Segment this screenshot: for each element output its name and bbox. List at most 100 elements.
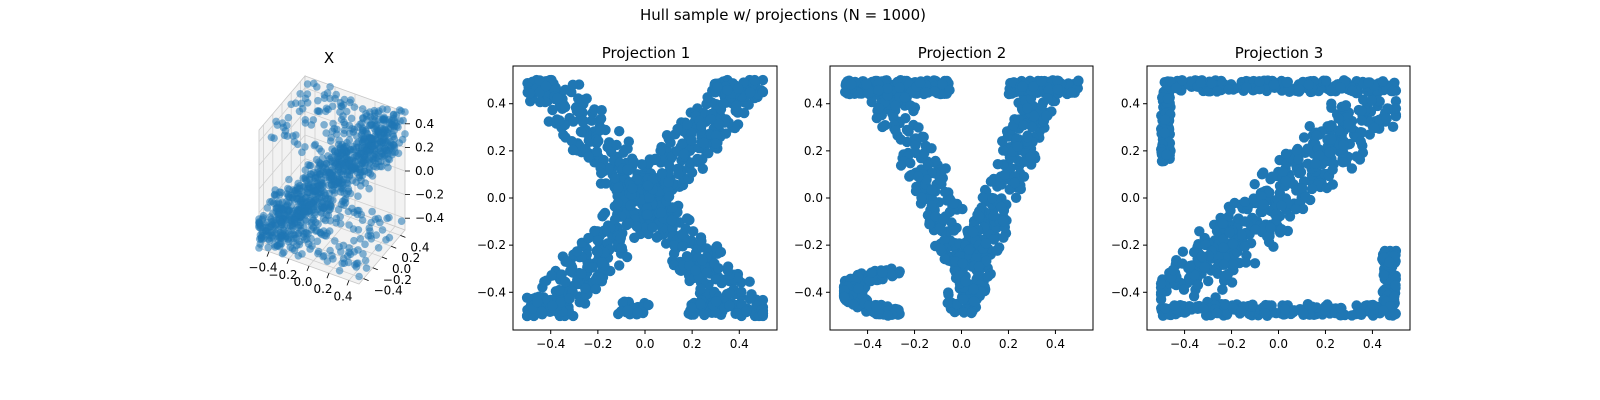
scatter-point <box>1028 81 1039 92</box>
scatter-point <box>699 309 710 321</box>
y3d-tick-label: 0.4 <box>410 240 429 254</box>
scatter-point <box>1358 94 1369 106</box>
z3d-tick-label: 0.0 <box>415 164 434 178</box>
y3d-tick-label: 0.2 <box>401 251 420 265</box>
scatter-point <box>890 125 901 136</box>
projection-1-points <box>521 74 769 322</box>
scatter-point <box>524 88 536 99</box>
scatter-point <box>547 300 558 311</box>
scatter-point-3d <box>323 89 332 97</box>
scatter-point-3d <box>298 104 307 113</box>
scatter-point <box>678 148 690 160</box>
scatter-point <box>939 186 951 198</box>
z3d-tick-label: −0.2 <box>415 188 444 202</box>
scatter-point <box>643 299 654 311</box>
scatter-point <box>695 298 706 310</box>
x3d-tick <box>346 280 350 286</box>
scatter-point <box>1184 260 1196 272</box>
scatter-point <box>1294 84 1305 95</box>
scatter-point <box>609 214 621 225</box>
scatter-point <box>877 267 888 278</box>
scatter-point-3d <box>350 125 359 134</box>
scatter-point-3d <box>354 192 362 200</box>
scatter-point <box>1346 163 1358 174</box>
scatter-point <box>1009 177 1020 189</box>
scatter-point <box>1010 192 1022 203</box>
scatter-point <box>1324 121 1335 132</box>
scatter-point <box>547 104 558 116</box>
scatter-point <box>554 284 565 296</box>
scatter-point <box>1378 269 1389 281</box>
scatter-point <box>666 214 677 226</box>
scatter-point <box>1327 164 1338 175</box>
scatter-point <box>589 225 600 237</box>
scatter-point <box>1304 121 1315 132</box>
scatter-point <box>1025 151 1036 163</box>
scatter-point <box>1259 308 1271 319</box>
scatter-point <box>1355 308 1366 319</box>
x3d-tick <box>306 265 310 272</box>
scatter-point <box>1026 121 1038 133</box>
scatter-point <box>937 78 948 90</box>
scatter-point <box>622 305 633 316</box>
y3d-tick-label: 0.0 <box>392 262 411 276</box>
scatter-point-3d <box>307 234 315 243</box>
scatter-point-3d <box>368 142 377 150</box>
scatter-point <box>564 293 575 304</box>
scatter-point <box>895 134 906 145</box>
scatter-point <box>1276 200 1287 211</box>
scatter-point <box>583 232 594 244</box>
scatter-point <box>942 297 953 309</box>
scatter-point <box>1271 214 1282 226</box>
scatter-point <box>612 182 624 193</box>
scatter-point-3d <box>320 161 329 169</box>
scatter-point <box>1293 154 1304 165</box>
y-tick-label: −0.4 <box>1111 285 1140 299</box>
scatter-point <box>1042 93 1053 104</box>
scatter-point <box>573 93 584 104</box>
scatter-point <box>1351 151 1362 162</box>
scatter-point-3d <box>283 201 292 209</box>
scatter-point <box>696 235 707 247</box>
scatter-point <box>1390 280 1401 291</box>
scatter-point <box>1155 278 1167 289</box>
scatter-point <box>935 174 947 186</box>
scatter-point <box>554 115 565 126</box>
scatter-point <box>744 276 755 287</box>
scatter-point-3d <box>274 226 283 234</box>
scatter-point <box>901 124 913 136</box>
scatter-point <box>587 262 598 273</box>
scatter-point <box>686 135 697 146</box>
scatter-point <box>918 131 929 143</box>
panel-projection-1: Projection 1 −0.4 −0.4 −0.2 −0.2 0.0 0.0 0.2 0.… <box>477 44 778 351</box>
scatter-point <box>632 307 643 318</box>
scatter-point <box>576 268 587 279</box>
scatter-point-3d <box>342 107 351 116</box>
scatter-point-3d <box>335 243 343 251</box>
scatter-point-3d <box>335 266 344 275</box>
scatter-point <box>1018 120 1029 131</box>
scatter-point-3d <box>332 90 341 99</box>
scatter-point-3d <box>384 149 392 158</box>
scatter-point-3d <box>328 251 336 260</box>
scatter-point-3d <box>397 217 406 225</box>
scatter-point <box>642 180 654 191</box>
x-tick-label: 0.0 <box>635 337 654 351</box>
scatter-point-3d <box>263 204 272 212</box>
y-tick-label: −0.2 <box>794 238 823 252</box>
scatter-point <box>1236 306 1247 317</box>
scatter-point-3d <box>320 121 328 129</box>
scatter-point <box>574 297 585 308</box>
scatter-point <box>623 218 635 229</box>
scatter-point <box>1159 127 1171 138</box>
scatter-point <box>968 283 979 295</box>
scatter-point-3d <box>280 248 288 257</box>
scatter-point <box>1288 305 1300 316</box>
scatter-point <box>677 138 688 149</box>
scatter-point <box>1314 150 1325 161</box>
scatter-point <box>732 308 743 319</box>
scatter-point <box>929 86 940 97</box>
scatter-point-3d <box>269 234 278 242</box>
scatter-point <box>1198 303 1210 315</box>
